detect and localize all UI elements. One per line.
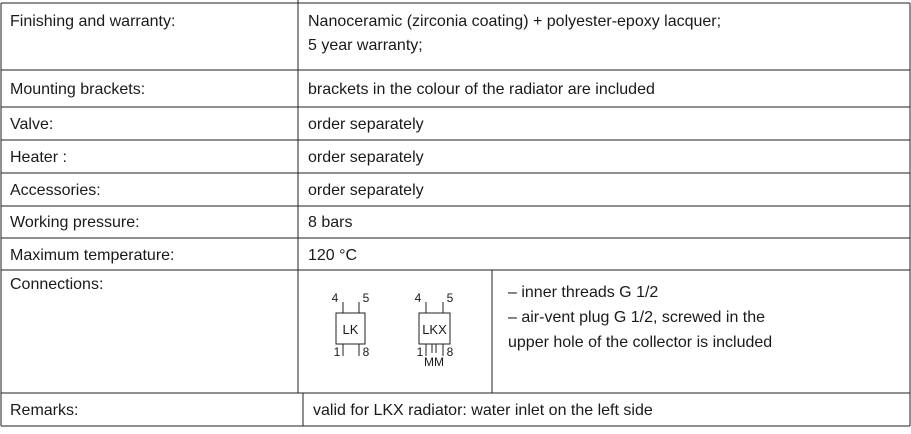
diagram-sub-label: MM xyxy=(424,355,444,369)
row-label: Finishing and warranty: xyxy=(10,13,175,30)
row-label: Maximum temperature: xyxy=(10,247,175,264)
row-value: 5 year warranty; xyxy=(308,37,423,54)
diagram-label: LKX xyxy=(422,322,447,337)
pin-label: 4 xyxy=(332,291,339,305)
pin-label: 1 xyxy=(417,345,424,359)
row-value: brackets in the colour of the radiator a… xyxy=(308,81,655,98)
pin-label: 8 xyxy=(363,345,370,359)
row-label: Remarks: xyxy=(10,402,78,419)
row-label: Heater : xyxy=(10,149,67,166)
row-value: Nanoceramic (zirconia coating) + polyest… xyxy=(308,13,721,30)
row-value: order separately xyxy=(308,182,424,199)
pin-label: 8 xyxy=(447,345,454,359)
pin-label: 1 xyxy=(334,345,341,359)
diagram-label: LK xyxy=(343,322,359,337)
connection-diagram: LKX 4 5 1 8 MM xyxy=(415,291,454,369)
pin-label: 5 xyxy=(363,291,370,305)
row-label: Working pressure: xyxy=(10,214,140,231)
row-value: 120 °C xyxy=(308,247,357,264)
row-value: order separately xyxy=(308,149,424,166)
pin-label: 4 xyxy=(415,291,422,305)
row-value: valid for LKX radiator: water inlet on t… xyxy=(313,402,653,419)
pin-label: 5 xyxy=(447,291,454,305)
row-label: Accessories: xyxy=(10,182,101,199)
row-value: order separately xyxy=(308,116,424,133)
row-label: Mounting brackets: xyxy=(10,81,145,98)
row-value: – inner threads G 1/2 xyxy=(508,284,658,301)
row-value: 8 bars xyxy=(308,214,352,231)
row-label: Valve: xyxy=(10,116,53,133)
connection-diagram: LK 4 5 1 8 xyxy=(332,291,370,359)
row-value: upper hole of the collector is included xyxy=(508,334,772,351)
row-value: – air-vent plug G 1/2, screwed in the xyxy=(508,309,765,326)
row-label: Connections: xyxy=(10,276,103,293)
